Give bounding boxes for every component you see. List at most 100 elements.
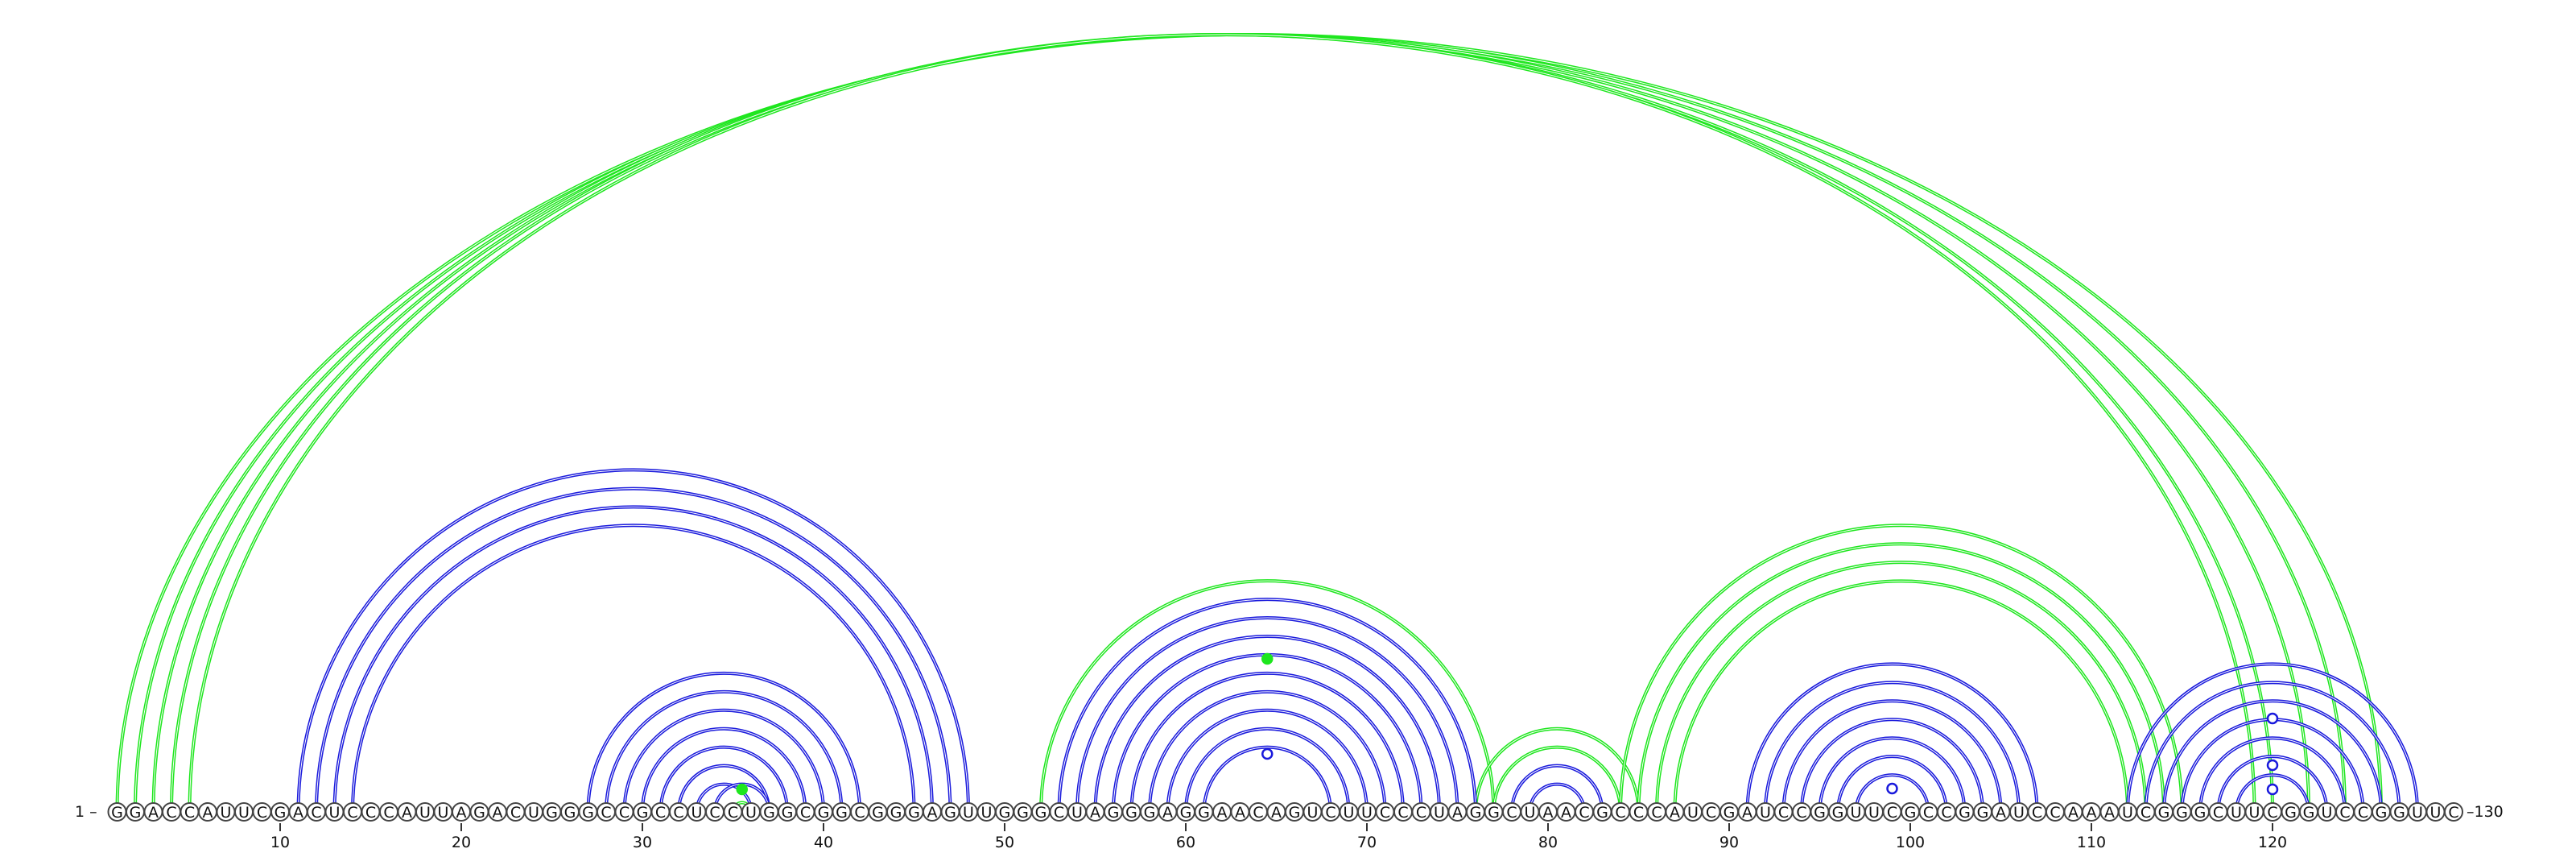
blue-arc-layer (296, 468, 2419, 813)
nucleotide: C (850, 802, 869, 822)
blue-pair-arc-gap-93-105 (1783, 700, 2001, 813)
nucleotide-letter: G (564, 804, 576, 822)
nucleotide-letter: C (2213, 804, 2223, 822)
tick-label: 30 (633, 834, 652, 851)
nucleotide: U (976, 802, 997, 822)
nucleotide-letter: G (1144, 804, 1156, 822)
nucleotide-letter: G (582, 804, 594, 822)
nucleotide: G (2172, 802, 2192, 822)
blue-pair-arc-gap-56-73 (1113, 654, 1422, 813)
nucleotide: G (469, 802, 489, 822)
nucleotide: U (1357, 802, 1377, 822)
nucleotide: U (1683, 802, 1703, 822)
nucleotide-letter: C (2140, 804, 2151, 822)
nucleotide-letter: G (2158, 804, 2170, 822)
nucleotide-circle (2444, 802, 2463, 822)
nucleotide: C (2353, 802, 2373, 822)
nucleotide-letter: G (908, 804, 920, 822)
nucleotide: G (2190, 802, 2210, 822)
nucleotide-letter: G (2285, 804, 2297, 822)
green-pair-arc-gap-5-119 (189, 34, 2255, 813)
blue-pair-arc-gap-114-126 (2163, 700, 2382, 813)
nucleotide: C (307, 802, 326, 822)
nucleotide: C (180, 802, 200, 822)
blue-pair-arc-gap-28-41 (605, 691, 842, 813)
nucleotide-letter: G (1977, 804, 1989, 822)
blue-pair-arc-gap-12-47 (316, 487, 951, 813)
nucleotide-letter: C (1778, 804, 1789, 822)
nucleotide: C (795, 802, 815, 822)
nucleotide: G (2299, 802, 2318, 822)
nucleotide-letter: C (347, 804, 357, 822)
tick-label: 20 (452, 834, 471, 851)
nucleotide-letter: G (1125, 804, 1137, 822)
nucleotide-letter: G (2376, 804, 2388, 822)
nucleotide: C (1647, 802, 1666, 822)
nucleotide: A (2099, 802, 2120, 822)
nucleotide-letter: U (745, 804, 757, 822)
nucleotide-letter: C (601, 804, 611, 822)
blue-pair-arc-gap-94-104 (1801, 718, 1984, 813)
blue-pair-arc-60-69 (1184, 727, 1351, 813)
tick-label: 40 (814, 834, 833, 851)
nucleotide-letter: C (1941, 804, 1951, 822)
tick-label: 50 (995, 834, 1014, 851)
nucleotide-letter: G (1905, 804, 1917, 822)
nucleotide: A (1538, 802, 1558, 822)
nucleotide-letter: A (456, 804, 467, 822)
blue-pair-arc-11-48 (296, 468, 970, 813)
nucleotide-letter: A (1217, 804, 1228, 822)
nucleotide-letter: C (184, 804, 195, 822)
nucleotide: G (1592, 802, 1612, 822)
blue-pair-arc-gap-29-40 (624, 710, 824, 813)
nucleotide: C (1701, 802, 1721, 822)
nucleotide-letter: C (2358, 804, 2368, 822)
nucleotide-letter: U (1361, 804, 1373, 822)
nucleotide: U (234, 802, 254, 822)
nucleotide: C (343, 802, 362, 822)
nucleotide-letter: C (619, 804, 630, 822)
nucleotide-letter: C (2339, 804, 2350, 822)
nucleotide-letter: U (963, 804, 974, 822)
green-pair-arc-76-85 (1474, 727, 1641, 813)
nucleotide: G (1176, 802, 1195, 822)
nucleotide: G (2281, 802, 2301, 822)
nucleotide: C (723, 802, 743, 822)
blue-pair-arc-56-73 (1112, 653, 1423, 813)
nucleotide: A (1212, 802, 1232, 822)
nucleotide: G (1140, 802, 1159, 822)
nucleotide: G (1719, 802, 1739, 822)
nucleotide: C (1321, 802, 1340, 822)
sequence-end-label: –130 (2467, 803, 2504, 821)
nucleotide-letter: G (2303, 804, 2315, 822)
nucleotide: A (1737, 802, 1757, 822)
marker-layer (736, 652, 2279, 796)
green-pair-arc-52-77 (1039, 579, 1496, 813)
nucleotide-letter: U (2412, 804, 2423, 822)
nucleotide-letter: C (166, 804, 176, 822)
nucleotide-letter: A (2068, 804, 2079, 822)
blue-pair-arc-gap-96-102 (1837, 756, 1947, 813)
blue-pair-arc-gap-117-123 (2218, 756, 2327, 813)
nucleotide-letter: U (221, 804, 232, 822)
nucleotide: G (1810, 802, 1830, 822)
nucleotide-letter: U (238, 804, 250, 822)
pair-marker (736, 783, 748, 796)
nucleotide: U (433, 802, 453, 822)
tick-label: 70 (1357, 834, 1377, 851)
blue-pair-arc-gap-118-122 (2235, 774, 2310, 813)
nucleotide: C (2046, 802, 2065, 822)
nucleotide-letter: A (1235, 804, 1245, 822)
nucleotide: G (759, 802, 779, 822)
nucleotide-letter: C (383, 804, 394, 822)
nucleotide-letter: U (438, 804, 449, 822)
blue-pair-arc-30-39 (641, 727, 807, 813)
nucleotide: C (1629, 802, 1649, 822)
nucleotide: U (2317, 802, 2337, 822)
nucleotide: G (1901, 802, 1920, 822)
nucleotide-letter: A (1561, 804, 1571, 822)
nucleotide: C (2444, 802, 2463, 822)
nucleotide-letter: C (1325, 804, 1335, 822)
nucleotide: A (397, 802, 417, 822)
nucleotide-letter: C (365, 804, 376, 822)
